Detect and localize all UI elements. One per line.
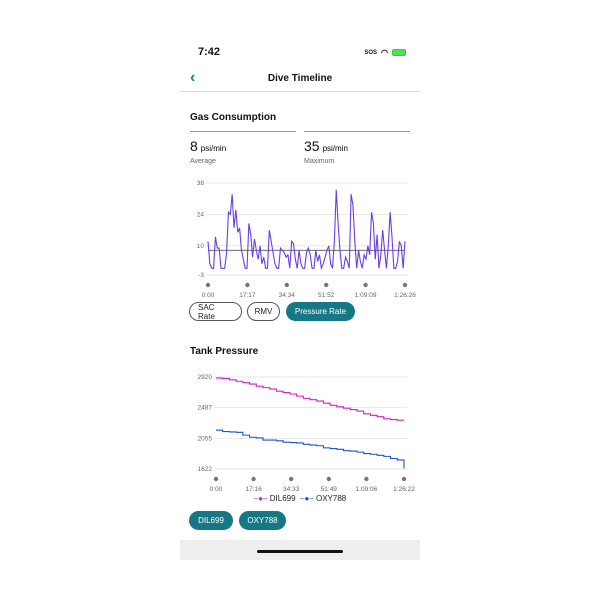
y-tick-label: 2920 bbox=[198, 374, 213, 381]
maximum-stat: 35 psi/min Maximum bbox=[304, 131, 410, 165]
x-tick-label: 17:16 bbox=[245, 486, 262, 493]
x-tick-dot bbox=[363, 282, 368, 288]
home-indicator-area bbox=[180, 540, 420, 560]
x-tick-dot bbox=[289, 476, 294, 482]
x-tick-dot bbox=[245, 282, 250, 288]
sos-label: SOS bbox=[364, 49, 378, 56]
x-tick-label: 34:33 bbox=[283, 486, 300, 493]
x-tick-label: 0:00 bbox=[210, 486, 223, 493]
chart-legend: –●– DIL699 –●– OXY788 bbox=[180, 494, 420, 503]
maximum-label: Maximum bbox=[304, 158, 335, 165]
dil-legend-marker-icon: –●– bbox=[253, 494, 268, 503]
x-tick-dot bbox=[326, 476, 331, 482]
gas-consumption-chart: 38 24 10 -3 0:00 17:17 34:34 51:52 1:09:09 1:26:2… bbox=[197, 180, 416, 299]
y-tick-label: 38 bbox=[197, 180, 205, 187]
average-stat: 8 psi/min Average bbox=[190, 131, 296, 165]
x-tick-label: 17:17 bbox=[239, 292, 256, 299]
x-tick-dot bbox=[205, 282, 211, 288]
series-line-dil699 bbox=[216, 377, 404, 421]
y-tick-label: 2055 bbox=[198, 435, 213, 442]
y-tick-label: 24 bbox=[197, 211, 205, 218]
gas-consumption-heading: Gas Consumption bbox=[190, 112, 277, 123]
pressure-rate-button[interactable]: Pressure Rate bbox=[286, 302, 355, 321]
sac-rate-button[interactable]: SAC Rate bbox=[189, 302, 242, 321]
home-indicator[interactable] bbox=[257, 550, 343, 553]
phone-screen: 7:42 SOS ◠ ‹ Dive Timeline Gas Consumptio… bbox=[180, 40, 420, 560]
oxy-legend-marker-icon: –●– bbox=[300, 494, 314, 503]
series-line-oxy788 bbox=[216, 429, 405, 469]
maximum-unit: psi/min bbox=[322, 144, 348, 153]
legend-dil: DIL699 bbox=[269, 494, 296, 503]
y-tick-label: 2487 bbox=[198, 405, 213, 412]
x-tick-dot bbox=[251, 476, 256, 482]
x-tick-dot bbox=[213, 476, 219, 482]
x-tick-dot bbox=[401, 476, 407, 482]
page-title: Dive Timeline bbox=[267, 73, 333, 84]
x-tick-label: 51:49 bbox=[321, 486, 338, 493]
status-bar: 7:42 SOS ◠ bbox=[180, 46, 420, 60]
x-tick-dot bbox=[364, 476, 369, 482]
y-tick-label: 10 bbox=[197, 243, 205, 250]
maximum-value: 35 bbox=[304, 138, 320, 154]
x-tick-label: 1:26:22 bbox=[393, 486, 415, 493]
oxy788-button[interactable]: OXY788 bbox=[239, 511, 286, 530]
battery-icon bbox=[392, 49, 406, 56]
x-tick-dot bbox=[324, 282, 329, 288]
series-line-series bbox=[207, 189, 406, 271]
wifi-icon: ◠ bbox=[381, 48, 388, 57]
x-tick-label: 0:00 bbox=[202, 292, 215, 299]
tank-pressure-chart: 2920 2487 2055 1622 0:00 17:16 34:33 51:49 1:09:… bbox=[198, 374, 416, 493]
rmv-button[interactable]: RMV bbox=[247, 302, 280, 321]
dil699-button[interactable]: DIL699 bbox=[189, 511, 233, 530]
back-chevron-icon[interactable]: ‹ bbox=[190, 69, 196, 86]
nav-bar: ‹ Dive Timeline bbox=[180, 69, 420, 92]
y-tick-label: 1622 bbox=[198, 466, 213, 473]
average-value: 8 bbox=[190, 138, 198, 154]
tank-pressure-heading: Tank Pressure bbox=[190, 346, 259, 357]
legend-oxy: OXY788 bbox=[315, 494, 347, 503]
x-tick-dot bbox=[284, 282, 289, 288]
x-tick-label: 1:26:26 bbox=[394, 292, 416, 299]
y-tick-label: -3 bbox=[198, 272, 204, 279]
x-tick-label: 34:34 bbox=[279, 292, 296, 299]
x-tick-label: 1:09:06 bbox=[356, 486, 378, 493]
status-time: 7:42 bbox=[198, 46, 221, 58]
average-unit: psi/min bbox=[200, 144, 227, 153]
x-tick-label: 51:52 bbox=[318, 292, 335, 299]
x-tick-dot bbox=[402, 282, 408, 288]
average-label: Average bbox=[190, 158, 216, 165]
x-tick-label: 1:09:09 bbox=[355, 292, 377, 299]
